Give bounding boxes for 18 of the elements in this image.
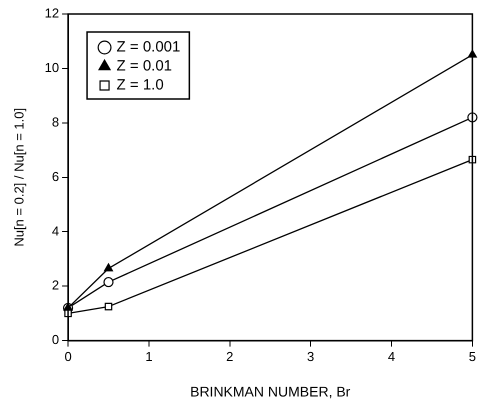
y-tick-label: 12 — [44, 6, 60, 21]
legend-label: Z = 0.01 — [116, 58, 172, 75]
x-tick-label: 2 — [226, 348, 234, 364]
x-tick-label: 5 — [468, 348, 476, 364]
y-tick-label: 2 — [52, 278, 60, 293]
legend-label: Z = 1.0 — [116, 76, 164, 94]
x-tick-label: 4 — [388, 348, 396, 364]
y-tick-label: 8 — [52, 114, 60, 130]
y-axis-title: Nu[n = 0.2] / Nu[n = 1.0] — [11, 108, 26, 247]
x-axis-title: BRINKMAN NUMBER, Br — [190, 383, 351, 400]
y-tick-label: 0 — [52, 332, 60, 348]
x-tick-label: 1 — [145, 348, 153, 364]
y-tick-label: 4 — [52, 223, 60, 238]
y-tick-label: 10 — [44, 60, 60, 76]
x-tick-label: 3 — [307, 348, 314, 364]
y-tick-label: 6 — [52, 168, 60, 184]
x-tick-label: 0 — [64, 348, 72, 364]
legend-label: Z = 0.001 — [116, 38, 180, 56]
